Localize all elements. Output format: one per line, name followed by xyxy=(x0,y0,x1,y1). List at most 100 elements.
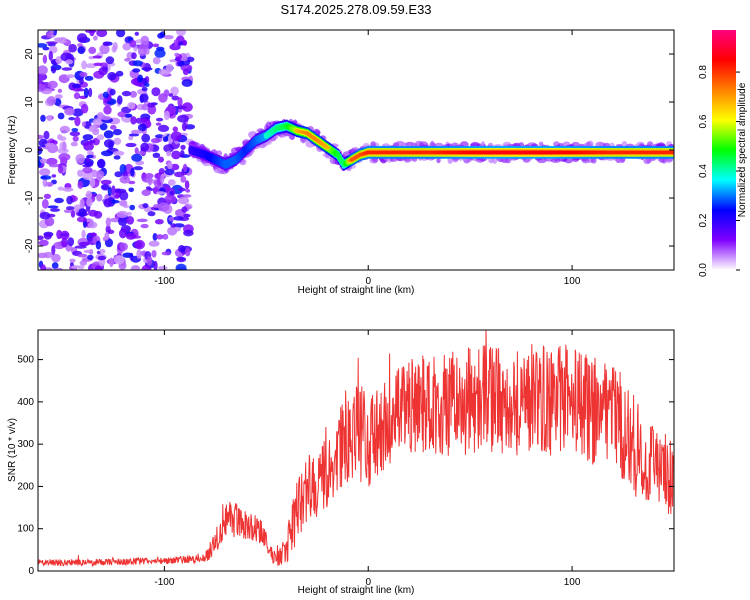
noise-blob xyxy=(168,93,174,97)
snr-x-axis: -100 0 100 xyxy=(154,330,581,588)
noise-blob xyxy=(152,233,158,241)
noise-blob xyxy=(39,211,51,220)
noise-blob xyxy=(40,264,47,270)
noise-blob xyxy=(89,177,96,188)
noise-blob xyxy=(158,168,165,175)
noise-blob xyxy=(154,48,166,58)
noise-blob xyxy=(64,107,75,116)
spectrogram-ylabel: Frequency (Hz) xyxy=(7,116,18,185)
noise-blob xyxy=(79,198,85,208)
noise-blob xyxy=(71,127,79,132)
noise-blob xyxy=(96,193,103,202)
noise-blob xyxy=(77,43,83,47)
noise-blob xyxy=(103,97,108,104)
chart-title: S174.2025.278.09.59.E33 xyxy=(280,2,431,17)
noise-blob xyxy=(87,149,92,156)
noise-blob xyxy=(136,218,148,223)
noise-blob xyxy=(125,232,136,240)
x-tick-label: -100 xyxy=(154,276,174,287)
noise-blob xyxy=(130,129,143,134)
y-tick-label: 300 xyxy=(17,439,34,450)
noise-blob xyxy=(51,262,59,270)
noise-blob xyxy=(136,249,142,260)
noise-blob xyxy=(69,262,74,267)
x-tick-label: 0 xyxy=(365,577,371,588)
noise-blob xyxy=(128,187,134,193)
noise-blob xyxy=(173,216,184,221)
noise-blob xyxy=(156,117,164,122)
noise-blob xyxy=(88,46,97,55)
spectrogram-noise-layer xyxy=(38,30,196,270)
noise-blob xyxy=(140,251,146,256)
noise-blob xyxy=(101,184,110,191)
noise-blob xyxy=(140,223,149,229)
noise-blob xyxy=(62,187,74,192)
noise-blob xyxy=(132,60,143,67)
noise-blob xyxy=(119,175,131,184)
noise-blob xyxy=(82,166,93,174)
snr-xlabel: Height of straight line (km) xyxy=(298,585,415,596)
noise-blob xyxy=(138,43,148,50)
noise-blob xyxy=(88,87,93,98)
noise-blob xyxy=(152,152,161,158)
y-tick-label: 0 xyxy=(24,147,35,153)
noise-blob xyxy=(69,258,76,263)
noise-blob xyxy=(48,50,53,61)
noise-blob xyxy=(181,206,188,213)
noise-blob xyxy=(184,124,196,130)
noise-blob xyxy=(127,102,136,110)
noise-blob xyxy=(51,245,56,256)
noise-blob xyxy=(53,267,64,270)
noise-blob xyxy=(148,240,160,247)
noise-blob xyxy=(124,58,131,62)
noise-blob xyxy=(101,150,113,157)
noise-blob xyxy=(73,92,81,100)
y-tick-label: -10 xyxy=(24,190,35,205)
spectrogram-ridge-layer xyxy=(188,119,674,171)
noise-blob xyxy=(166,150,172,157)
noise-blob xyxy=(70,141,78,147)
noise-blob xyxy=(169,226,182,232)
noise-blob xyxy=(57,112,65,120)
noise-blob xyxy=(119,190,129,201)
noise-blob xyxy=(128,133,140,137)
noise-blob xyxy=(86,197,93,207)
noise-blob xyxy=(116,210,129,219)
noise-blob xyxy=(92,137,100,146)
noise-blob xyxy=(47,43,56,47)
noise-blob xyxy=(96,134,105,141)
noise-blob xyxy=(61,233,69,237)
noise-blob xyxy=(156,191,166,195)
noise-blob xyxy=(75,154,85,164)
noise-blob xyxy=(146,255,153,266)
noise-blob xyxy=(38,65,48,75)
noise-blob xyxy=(81,121,86,127)
noise-blob xyxy=(86,154,94,159)
noise-blob xyxy=(152,43,160,48)
noise-blob xyxy=(112,128,122,136)
noise-blob xyxy=(69,131,81,137)
noise-blob xyxy=(169,43,181,51)
snr-y-axis: 0 100 200 300 400 500 xyxy=(17,355,674,577)
noise-blob xyxy=(48,163,60,168)
x-tick-label: 100 xyxy=(564,577,581,588)
noise-blob xyxy=(155,134,164,139)
noise-blob xyxy=(116,30,126,38)
noise-blob xyxy=(168,216,175,222)
spectrogram-xlabel: Height of straight line (km) xyxy=(298,285,415,296)
noise-blob xyxy=(121,90,132,97)
noise-blob xyxy=(157,124,170,132)
noise-blob xyxy=(96,30,108,38)
noise-blob xyxy=(140,142,150,152)
noise-blob xyxy=(181,122,187,132)
noise-blob xyxy=(43,193,52,199)
noise-blob xyxy=(84,75,94,81)
noise-blob xyxy=(130,265,141,270)
noise-blob xyxy=(82,171,94,181)
y-tick-label: 20 xyxy=(24,48,35,60)
y-tick-label: 200 xyxy=(17,481,34,492)
noise-blob xyxy=(88,209,98,217)
noise-blob xyxy=(100,179,112,185)
noise-blob xyxy=(54,37,64,42)
noise-blob xyxy=(60,52,72,62)
